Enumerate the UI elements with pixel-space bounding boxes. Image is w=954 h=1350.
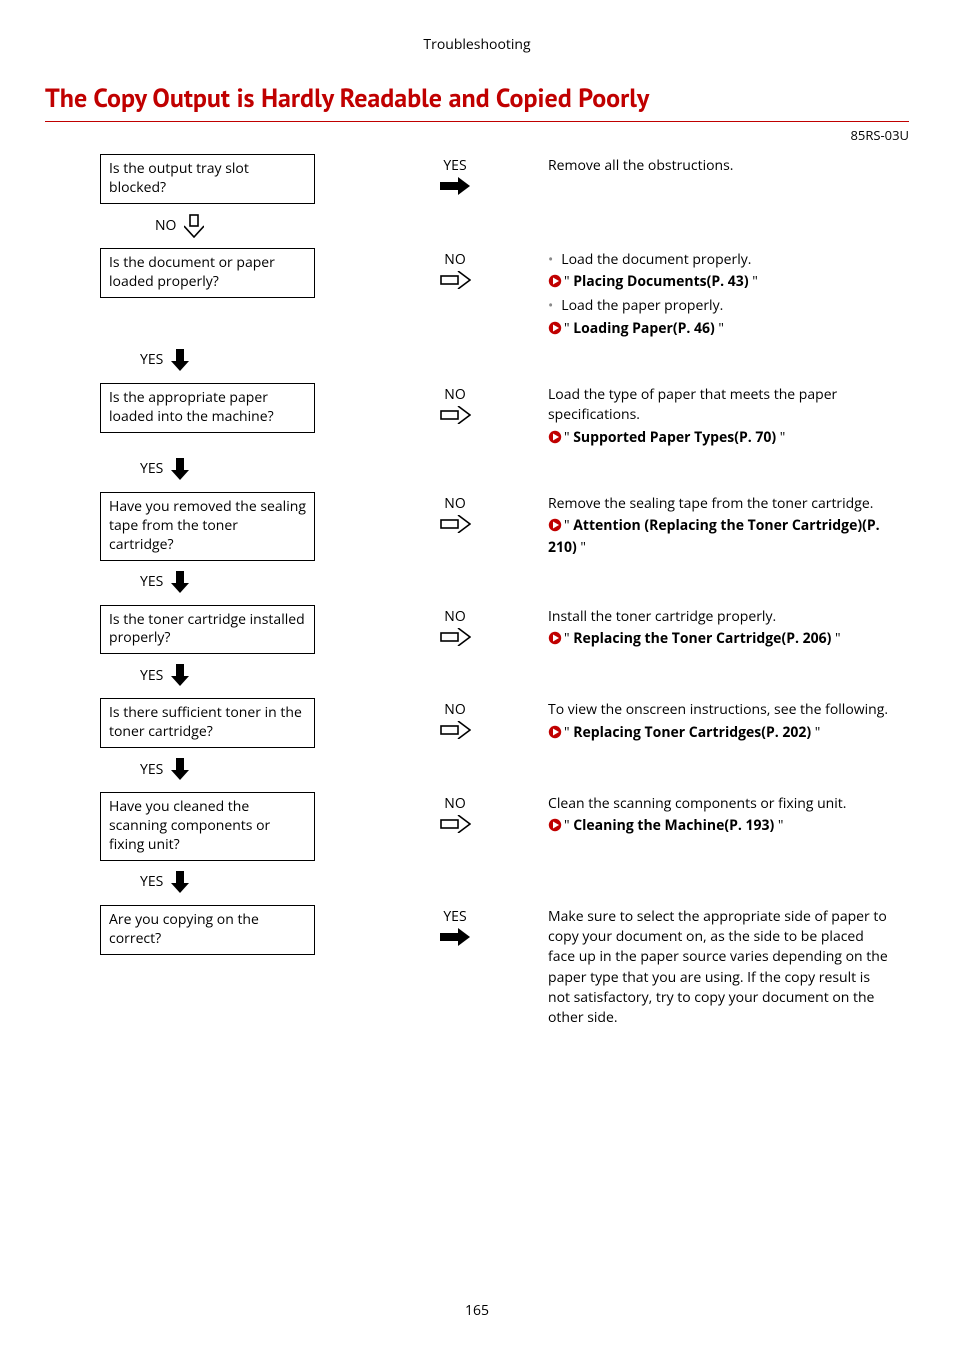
link-quote: " bbox=[564, 319, 573, 338]
link-text: Replacing Toner Cartridges(P. 202) bbox=[573, 723, 811, 742]
transition-label: YES bbox=[140, 872, 163, 891]
arrow-down-solid-icon bbox=[171, 871, 189, 893]
transition-label: YES bbox=[140, 760, 163, 779]
question-box: Are you copying on the correct? bbox=[100, 905, 315, 955]
arrow-down-solid-icon bbox=[171, 664, 189, 686]
link-quote: " bbox=[564, 816, 573, 835]
link-disc-icon bbox=[548, 518, 562, 538]
link-disc-icon bbox=[548, 430, 562, 450]
arrow-right-open-icon bbox=[439, 815, 471, 833]
answer-cell: Load the type of paper that meets the pa… bbox=[540, 383, 889, 452]
arrow-down-open-icon bbox=[184, 214, 204, 238]
answer-link[interactable]: " Cleaning the Machine(P. 193) " bbox=[548, 816, 889, 838]
link-disc-icon bbox=[548, 321, 562, 341]
link-text: Placing Documents(P. 43) bbox=[573, 272, 748, 291]
answer-cell: Load the document properly." Placing Doc… bbox=[540, 248, 889, 343]
question-box: Have you cleaned the scanning components… bbox=[100, 792, 315, 861]
link-quote: " bbox=[564, 629, 573, 648]
question-box: Is the toner cartridge installed properl… bbox=[100, 605, 315, 655]
branch-label: NO bbox=[370, 385, 540, 404]
link-quote: " bbox=[774, 816, 783, 835]
page-title: The Copy Output is Hardly Readable and C… bbox=[45, 82, 909, 115]
link-disc-icon bbox=[548, 725, 562, 745]
transition-label: YES bbox=[140, 666, 163, 685]
answer-link[interactable]: " Loading Paper(P. 46) " bbox=[548, 319, 889, 341]
transition-label: YES bbox=[140, 350, 163, 369]
answer-cell: Remove all the obstructions. bbox=[540, 154, 889, 208]
question-box: Is the output tray slot blocked? bbox=[100, 154, 315, 204]
transition-label: NO bbox=[155, 216, 176, 235]
arrow-down-solid-icon bbox=[171, 349, 189, 371]
question-box: Is the appropriate paper loaded into the… bbox=[100, 383, 315, 433]
link-quote: " bbox=[749, 272, 758, 291]
link-quote: " bbox=[811, 723, 820, 742]
question-box: Is the document or paper loaded properly… bbox=[100, 248, 315, 298]
link-disc-icon bbox=[548, 274, 562, 294]
arrow-right-solid-icon bbox=[440, 928, 470, 946]
link-quote: " bbox=[831, 629, 840, 648]
answer-text: Clean the scanning components or fixing … bbox=[548, 794, 889, 814]
link-quote: " bbox=[564, 272, 573, 291]
answer-cell: Make sure to select the appropriate side… bbox=[540, 905, 889, 1031]
arrow-right-solid-icon bbox=[440, 177, 470, 195]
branch-label: YES bbox=[370, 907, 540, 926]
arrow-right-open-icon bbox=[439, 628, 471, 646]
answer-cell: To view the onscreen instructions, see t… bbox=[540, 698, 889, 752]
answer-text: Remove the sealing tape from the toner c… bbox=[548, 494, 889, 514]
title-rule bbox=[45, 121, 909, 122]
branch-label: NO bbox=[370, 250, 540, 269]
branch-label: NO bbox=[370, 494, 540, 513]
question-box: Have you removed the sealing tape from t… bbox=[100, 492, 315, 561]
link-quote: " bbox=[715, 319, 724, 338]
page-number: 165 bbox=[0, 1301, 954, 1320]
answer-text: Remove all the obstructions. bbox=[548, 156, 889, 176]
question-box: Is there sufficient toner in the toner c… bbox=[100, 698, 315, 748]
arrow-right-open-icon bbox=[439, 515, 471, 533]
link-quote: " bbox=[564, 428, 573, 447]
transition-label: YES bbox=[140, 459, 163, 478]
arrow-down-solid-icon bbox=[171, 758, 189, 780]
arrow-down-solid-icon bbox=[171, 571, 189, 593]
link-disc-icon bbox=[548, 818, 562, 838]
answer-bullet: Load the paper properly. bbox=[548, 296, 889, 316]
answer-link[interactable]: " Placing Documents(P. 43) " bbox=[548, 272, 889, 294]
arrow-down-solid-icon bbox=[171, 458, 189, 480]
branch-label: NO bbox=[370, 607, 540, 626]
arrow-right-open-icon bbox=[439, 406, 471, 424]
branch-label: NO bbox=[370, 794, 540, 813]
branch-label: YES bbox=[370, 156, 540, 175]
branch-label: NO bbox=[370, 700, 540, 719]
arrow-right-open-icon bbox=[439, 271, 471, 289]
answer-text: Install the toner cartridge properly. bbox=[548, 607, 889, 627]
link-text: Replacing the Toner Cartridge(P. 206) bbox=[573, 629, 831, 648]
answer-cell: Clean the scanning components or fixing … bbox=[540, 792, 889, 865]
answer-link[interactable]: " Replacing Toner Cartridges(P. 202) " bbox=[548, 723, 889, 745]
answer-text: To view the onscreen instructions, see t… bbox=[548, 700, 889, 720]
flowchart: Is the output tray slot blocked? YES Remov… bbox=[100, 154, 889, 1031]
link-text: Cleaning the Machine(P. 193) bbox=[573, 816, 774, 835]
link-quote: " bbox=[776, 428, 785, 447]
page-header: Troubleshooting bbox=[45, 35, 909, 54]
transition-label: YES bbox=[140, 572, 163, 591]
link-text: Attention (Replacing the Toner Cartridge… bbox=[548, 516, 880, 557]
answer-cell: Install the toner cartridge properly." R… bbox=[540, 605, 889, 659]
arrow-right-open-icon bbox=[439, 721, 471, 739]
link-text: Loading Paper(P. 46) bbox=[573, 319, 715, 338]
link-disc-icon bbox=[548, 631, 562, 651]
answer-link[interactable]: " Attention (Replacing the Toner Cartrid… bbox=[548, 516, 889, 559]
link-quote: " bbox=[577, 538, 586, 557]
answer-cell: Remove the sealing tape from the toner c… bbox=[540, 492, 889, 565]
answer-text: Make sure to select the appropriate side… bbox=[548, 907, 889, 1029]
answer-text: Load the type of paper that meets the pa… bbox=[548, 385, 889, 426]
doc-code: 85RS-03U bbox=[45, 126, 909, 144]
link-text: Supported Paper Types(P. 70) bbox=[573, 428, 776, 447]
answer-link[interactable]: " Supported Paper Types(P. 70) " bbox=[548, 428, 889, 450]
answer-link[interactable]: " Replacing the Toner Cartridge(P. 206) … bbox=[548, 629, 889, 651]
answer-bullet: Load the document properly. bbox=[548, 250, 889, 270]
link-quote: " bbox=[564, 516, 573, 535]
link-quote: " bbox=[564, 723, 573, 742]
